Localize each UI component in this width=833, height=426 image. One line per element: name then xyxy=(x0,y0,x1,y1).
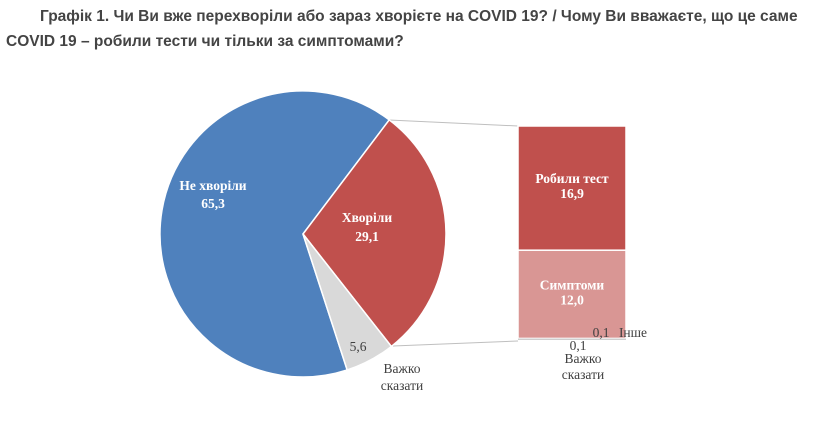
value-label: 0,1 xyxy=(593,325,610,340)
value-label: 29,1 xyxy=(355,229,379,244)
connector xyxy=(388,119,519,127)
bar-segment xyxy=(517,249,627,340)
bar-label: Робили тест xyxy=(535,171,609,186)
slice-label: Важко сказати xyxy=(381,361,423,393)
slice-label: Хворіли xyxy=(342,210,393,225)
connector xyxy=(392,340,519,347)
bar-label: Інше xyxy=(619,325,647,340)
slice-label: Не хворіли xyxy=(179,178,246,193)
chart-title: Графік 1. Чи Ви вже перехворіли або зара… xyxy=(6,8,798,50)
pie-slice xyxy=(302,233,393,371)
bar-label: Важко сказати xyxy=(562,351,604,382)
value-label: 5,6 xyxy=(350,339,367,354)
bar-segment xyxy=(518,338,626,340)
value-label: 0,1 xyxy=(570,338,587,353)
value-label: 16,9 xyxy=(560,186,584,201)
pie-slice xyxy=(302,118,447,348)
bar-label: Симптоми xyxy=(540,277,605,292)
value-label: 12,0 xyxy=(560,292,584,307)
value-label: 65,3 xyxy=(201,196,225,211)
bar-segment xyxy=(518,339,626,340)
pie-slice xyxy=(159,90,391,378)
